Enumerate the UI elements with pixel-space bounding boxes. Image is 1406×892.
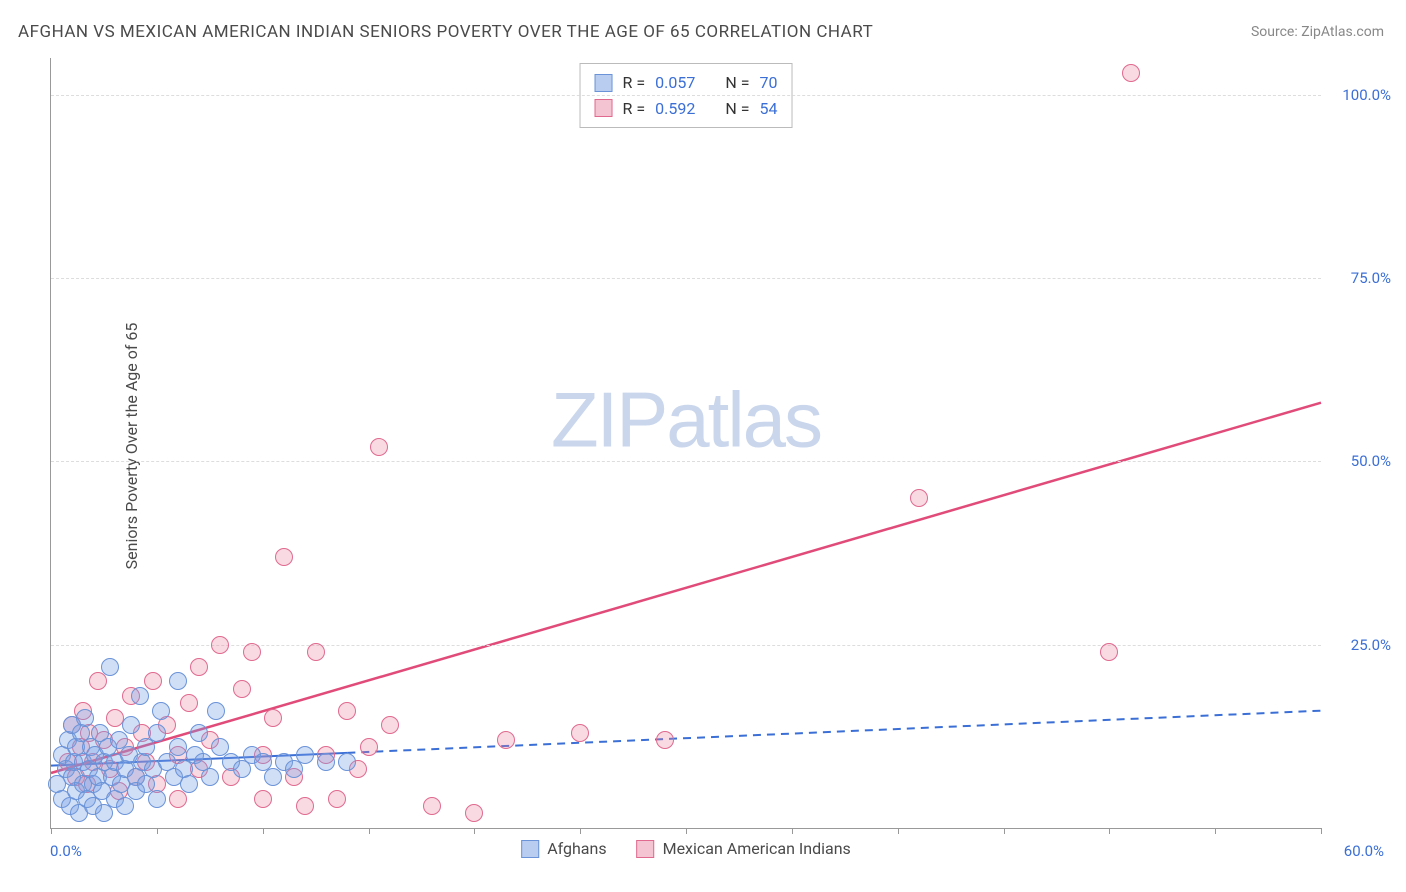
- n-value-2: 54: [759, 96, 777, 122]
- series-legend: Afghans Mexican American Indians: [521, 839, 851, 858]
- data-point: [296, 797, 314, 815]
- data-point: [264, 709, 282, 727]
- x-tick: [157, 828, 158, 834]
- gridline: [51, 95, 1321, 96]
- data-point: [243, 643, 261, 661]
- n-label: N =: [725, 70, 749, 96]
- data-point: [360, 738, 378, 756]
- data-point: [296, 746, 314, 764]
- data-point: [571, 724, 589, 742]
- data-point: [910, 489, 928, 507]
- gridline: [51, 645, 1321, 646]
- watermark-atlas: atlas: [666, 375, 821, 463]
- data-point: [89, 672, 107, 690]
- data-point: [338, 702, 356, 720]
- x-tick: [1321, 828, 1322, 834]
- y-tick-label: 50.0%: [1331, 452, 1391, 470]
- data-point: [656, 731, 674, 749]
- n-label: N =: [725, 96, 749, 122]
- legend-swatch-2: [595, 99, 613, 117]
- legend-item-1: Afghans: [521, 839, 606, 858]
- r-label: R =: [623, 70, 646, 96]
- data-point: [190, 724, 208, 742]
- n-value-1: 70: [759, 70, 777, 96]
- source-attribution: Source: ZipAtlas.com: [1251, 24, 1384, 40]
- gridline: [51, 278, 1321, 279]
- data-point: [497, 731, 515, 749]
- x-tick: [580, 828, 581, 834]
- series-name-1: Afghans: [547, 839, 606, 858]
- data-point: [101, 658, 119, 676]
- data-point: [106, 709, 124, 727]
- data-point: [254, 790, 272, 808]
- source-link[interactable]: ZipAtlas.com: [1301, 24, 1384, 40]
- data-point: [233, 680, 251, 698]
- data-point: [148, 790, 166, 808]
- data-point: [190, 658, 208, 676]
- data-point: [169, 738, 187, 756]
- data-point: [381, 716, 399, 734]
- data-point: [148, 724, 166, 742]
- data-point: [423, 797, 441, 815]
- data-point: [144, 672, 162, 690]
- data-point: [328, 790, 346, 808]
- data-point: [338, 753, 356, 771]
- data-point: [76, 709, 94, 727]
- trend-lines-layer: [51, 58, 1321, 828]
- x-tick: [51, 828, 52, 834]
- data-point: [1100, 643, 1118, 661]
- data-point: [465, 804, 483, 822]
- gridline: [51, 461, 1321, 462]
- x-tick: [686, 828, 687, 834]
- data-point: [370, 438, 388, 456]
- data-point: [122, 716, 140, 734]
- data-point: [169, 672, 187, 690]
- r-label: R =: [623, 96, 646, 122]
- legend-swatch-1b: [521, 840, 539, 858]
- x-axis-min-label: 0.0%: [50, 842, 82, 860]
- x-tick: [369, 828, 370, 834]
- data-point: [275, 548, 293, 566]
- legend-item-2: Mexican American Indians: [637, 839, 851, 858]
- x-axis-max-label: 60.0%: [1344, 842, 1384, 860]
- data-point: [307, 643, 325, 661]
- y-tick-label: 25.0%: [1331, 636, 1391, 654]
- legend-swatch-2b: [637, 840, 655, 858]
- y-tick-label: 100.0%: [1331, 86, 1391, 104]
- x-tick: [792, 828, 793, 834]
- data-point: [180, 775, 198, 793]
- legend-row-series-2: R = 0.592 N = 54: [595, 96, 778, 122]
- legend-swatch-1: [595, 74, 613, 92]
- y-tick-label: 75.0%: [1331, 269, 1391, 287]
- chart-plot-area: ZIPatlas R = 0.057 N = 70 R = 0.592 N = …: [50, 58, 1321, 829]
- x-tick: [263, 828, 264, 834]
- source-prefix: Source:: [1251, 24, 1301, 40]
- watermark-zip: ZIP: [551, 375, 666, 463]
- data-point: [152, 702, 170, 720]
- x-tick: [1109, 828, 1110, 834]
- data-point: [317, 753, 335, 771]
- data-point: [180, 694, 198, 712]
- trend-line-dashed: [347, 711, 1321, 753]
- x-tick: [1215, 828, 1216, 834]
- chart-title: AFGHAN VS MEXICAN AMERICAN INDIAN SENIOR…: [18, 22, 873, 42]
- data-point: [207, 702, 225, 720]
- data-point: [131, 687, 149, 705]
- r-value-1: 0.057: [655, 70, 695, 96]
- x-tick: [1004, 828, 1005, 834]
- trend-line-solid: [51, 403, 1321, 773]
- data-point: [1122, 64, 1140, 82]
- data-point: [201, 768, 219, 786]
- x-tick: [474, 828, 475, 834]
- watermark: ZIPatlas: [551, 374, 821, 465]
- data-point: [211, 636, 229, 654]
- r-value-2: 0.592: [655, 96, 695, 122]
- x-tick: [898, 828, 899, 834]
- series-name-2: Mexican American Indians: [663, 839, 851, 858]
- legend-row-series-1: R = 0.057 N = 70: [595, 70, 778, 96]
